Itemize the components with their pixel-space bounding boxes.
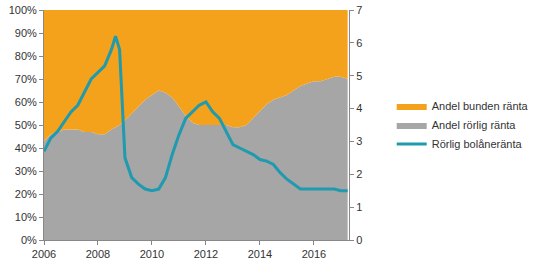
svg-text:Rörlig bolåneränta: Rörlig bolåneränta	[432, 138, 523, 150]
svg-text:3: 3	[356, 135, 362, 147]
svg-text:90%: 90%	[15, 27, 37, 39]
svg-text:40%: 40%	[15, 142, 37, 154]
svg-text:2014: 2014	[248, 248, 272, 260]
svg-text:0: 0	[356, 234, 362, 246]
svg-text:80%: 80%	[15, 50, 37, 62]
svg-text:30%: 30%	[15, 165, 37, 177]
svg-text:10%: 10%	[15, 211, 37, 223]
svg-text:6: 6	[356, 37, 362, 49]
svg-text:2012: 2012	[194, 248, 218, 260]
svg-text:Andel rörlig ränta: Andel rörlig ränta	[432, 119, 517, 131]
svg-text:Andel bunden ränta: Andel bunden ränta	[432, 100, 529, 112]
svg-text:7: 7	[356, 4, 362, 16]
svg-text:1: 1	[356, 201, 362, 213]
svg-text:70%: 70%	[15, 73, 37, 85]
svg-text:2: 2	[356, 168, 362, 180]
svg-text:100%: 100%	[9, 4, 37, 16]
svg-text:5: 5	[356, 70, 362, 82]
svg-text:2016: 2016	[302, 248, 326, 260]
svg-text:2008: 2008	[86, 248, 110, 260]
svg-text:2010: 2010	[140, 248, 164, 260]
svg-text:20%: 20%	[15, 188, 37, 200]
svg-text:0%: 0%	[21, 234, 37, 246]
svg-text:50%: 50%	[15, 119, 37, 131]
svg-text:2006: 2006	[32, 248, 56, 260]
svg-text:4: 4	[356, 102, 362, 114]
svg-text:60%: 60%	[15, 96, 37, 108]
